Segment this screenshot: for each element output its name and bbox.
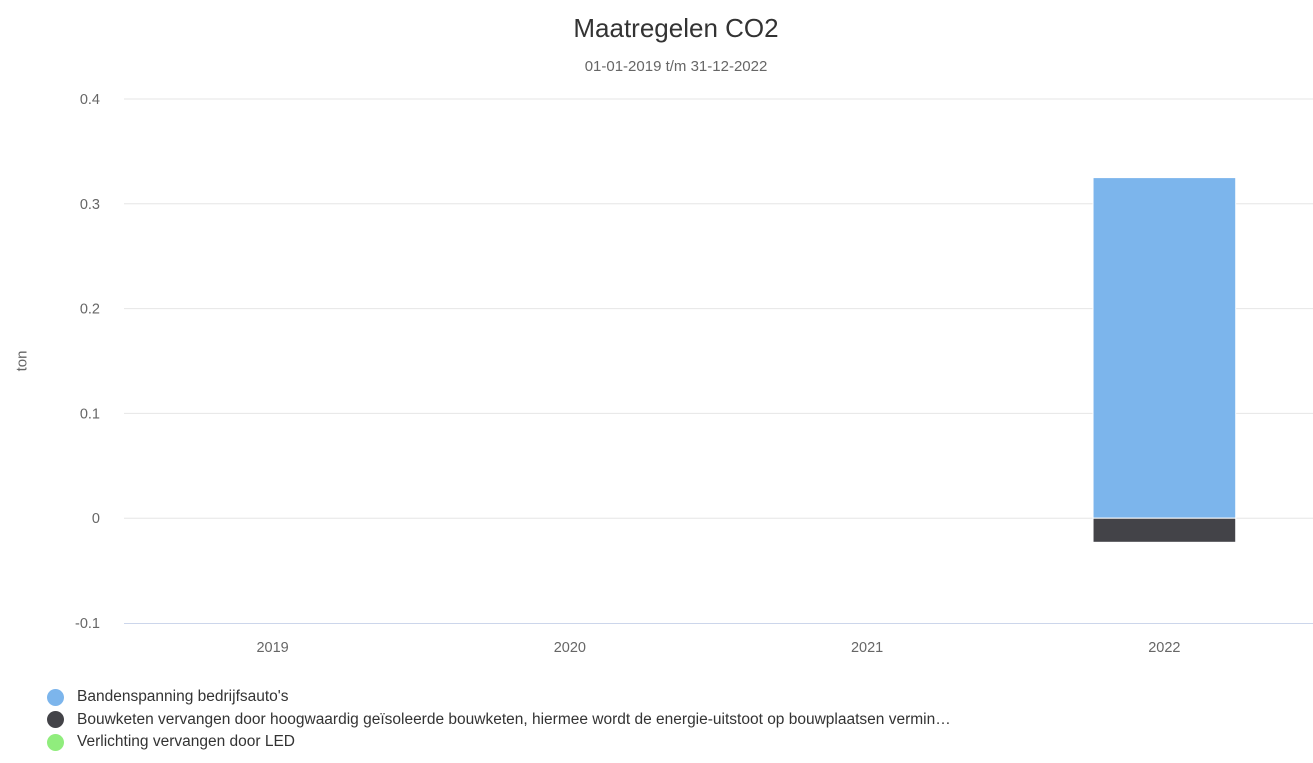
- chart-plot-area: -0.1 0 0.1 0.2 0.3 0.4 2019 2020 2021 2022: [75, 92, 1313, 656]
- legend: Bandenspanning bedrijfsauto's Bouwketen v…: [47, 686, 1297, 754]
- y-tick-label: -0.1: [75, 616, 100, 632]
- bar[interactable]: [1092, 517, 1237, 543]
- legend-item[interactable]: Verlichting vervangen door LED: [47, 731, 1297, 754]
- legend-item[interactable]: Bandenspanning bedrijfsauto's: [47, 686, 1297, 709]
- legend-label: Bouwketen vervangen door hoogwaardig geï…: [77, 710, 951, 728]
- y-tick-label: 0.4: [80, 92, 100, 108]
- chart-title: Maatregelen CO2: [573, 13, 779, 43]
- y-tick-label: 0: [92, 511, 100, 527]
- y-axis-tick-labels: -0.1 0 0.1 0.2 0.3 0.4: [75, 92, 100, 632]
- x-tick-label: 2019: [256, 640, 288, 656]
- legend-marker: [47, 733, 64, 751]
- x-tick-label: 2022: [1148, 640, 1180, 656]
- y-tick-label: 0.3: [80, 197, 100, 213]
- bar[interactable]: [1092, 177, 1237, 519]
- bars: [1092, 177, 1237, 543]
- chart-subtitle: 01-01-2019 t/m 31-12-2022: [584, 58, 768, 75]
- x-tick-label: 2021: [851, 640, 883, 656]
- y-tick-label: 0.1: [80, 406, 100, 422]
- legend-item[interactable]: Bouwketen vervangen door hoogwaardig geï…: [47, 709, 1297, 732]
- x-tick-label: 2020: [554, 640, 586, 656]
- legend-label: Bandenspanning bedrijfsauto's: [77, 688, 289, 706]
- y-tick-label: 0.2: [80, 302, 100, 318]
- x-axis-tick-labels: 2019 2020 2021 2022: [256, 640, 1180, 656]
- legend-label: Verlichting vervangen door LED: [77, 733, 295, 751]
- legend-marker: [47, 711, 64, 729]
- legend-marker: [47, 688, 64, 706]
